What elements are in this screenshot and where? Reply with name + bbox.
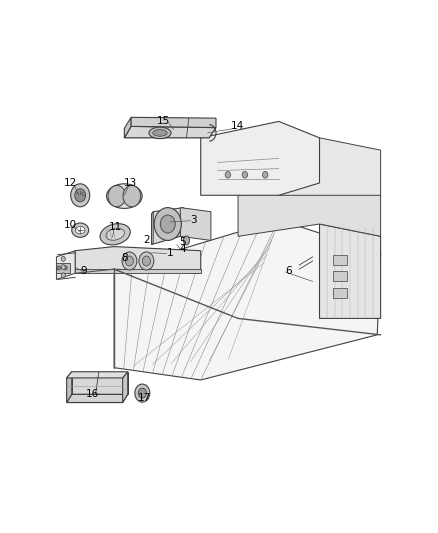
Bar [333, 255, 347, 265]
Circle shape [108, 185, 126, 207]
Text: 12: 12 [64, 178, 77, 188]
Polygon shape [152, 212, 153, 245]
Polygon shape [320, 224, 381, 318]
Circle shape [61, 273, 65, 278]
Ellipse shape [100, 224, 130, 245]
Polygon shape [124, 126, 216, 138]
Ellipse shape [72, 223, 88, 237]
Ellipse shape [106, 184, 142, 208]
Text: 6: 6 [285, 266, 292, 276]
Text: 8: 8 [122, 254, 128, 263]
Circle shape [71, 184, 90, 207]
Polygon shape [57, 251, 75, 279]
Ellipse shape [184, 236, 190, 245]
Circle shape [242, 172, 247, 178]
Polygon shape [131, 117, 216, 127]
Polygon shape [238, 183, 381, 236]
Text: 11: 11 [109, 222, 122, 232]
Circle shape [138, 388, 146, 398]
Polygon shape [180, 207, 211, 240]
Circle shape [123, 185, 141, 207]
Ellipse shape [106, 228, 124, 240]
Text: 4: 4 [180, 245, 187, 254]
Circle shape [262, 172, 268, 178]
Circle shape [154, 207, 181, 240]
Text: 5: 5 [179, 238, 185, 247]
Polygon shape [67, 372, 72, 402]
Circle shape [160, 215, 175, 233]
Circle shape [61, 265, 65, 270]
Polygon shape [123, 372, 128, 402]
Bar [333, 271, 347, 281]
Circle shape [57, 266, 60, 270]
Polygon shape [75, 269, 201, 273]
Circle shape [64, 266, 67, 270]
Text: 13: 13 [124, 178, 137, 188]
Text: 3: 3 [190, 215, 197, 225]
Text: 2: 2 [143, 235, 150, 245]
Text: 10: 10 [64, 220, 77, 230]
Text: 1: 1 [167, 248, 173, 258]
Text: 15: 15 [157, 116, 170, 126]
Circle shape [135, 384, 150, 402]
Circle shape [75, 189, 86, 202]
Ellipse shape [149, 127, 171, 139]
Polygon shape [124, 117, 131, 138]
Text: 16: 16 [85, 389, 99, 399]
Polygon shape [114, 220, 381, 380]
Circle shape [225, 172, 230, 178]
Polygon shape [152, 207, 184, 245]
Ellipse shape [153, 130, 167, 136]
Circle shape [61, 256, 65, 261]
Circle shape [139, 252, 154, 270]
Polygon shape [67, 372, 128, 378]
Polygon shape [279, 138, 381, 195]
Bar [333, 288, 347, 298]
Polygon shape [75, 247, 201, 273]
Text: 14: 14 [231, 120, 244, 131]
Polygon shape [67, 394, 128, 402]
Circle shape [122, 252, 137, 270]
Ellipse shape [75, 227, 85, 234]
Polygon shape [72, 372, 128, 394]
Circle shape [125, 256, 134, 266]
Bar [57, 263, 70, 273]
Circle shape [142, 256, 151, 266]
Text: 17: 17 [138, 393, 151, 403]
Polygon shape [201, 122, 320, 195]
Text: 9: 9 [80, 266, 87, 276]
